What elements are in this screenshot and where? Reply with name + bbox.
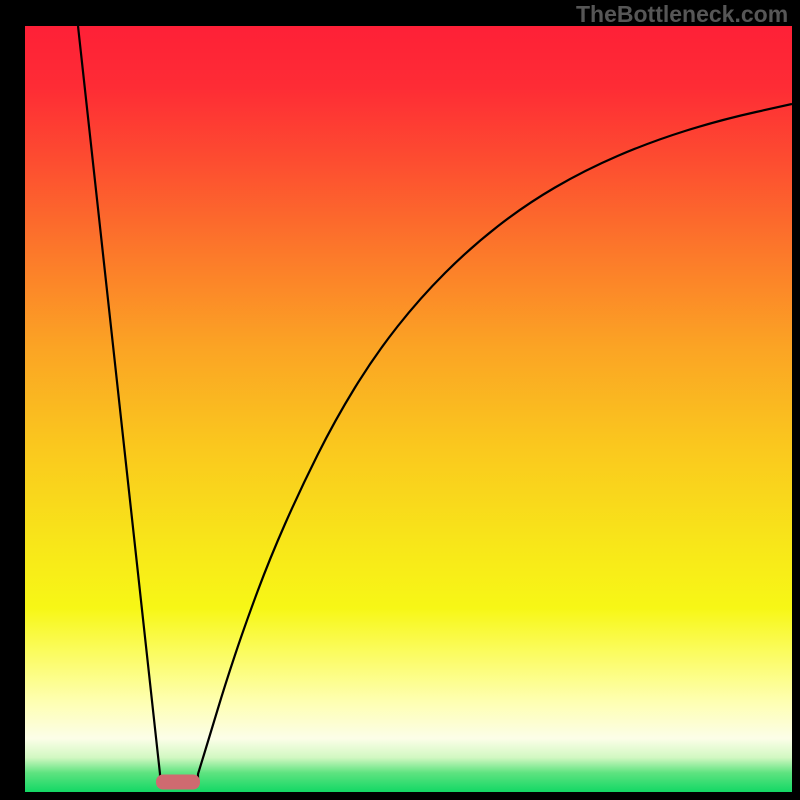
chart-svg [0,0,800,800]
plot-background [25,26,792,792]
optimum-marker [156,775,200,790]
bottleneck-chart: TheBottleneck.com [0,0,800,800]
